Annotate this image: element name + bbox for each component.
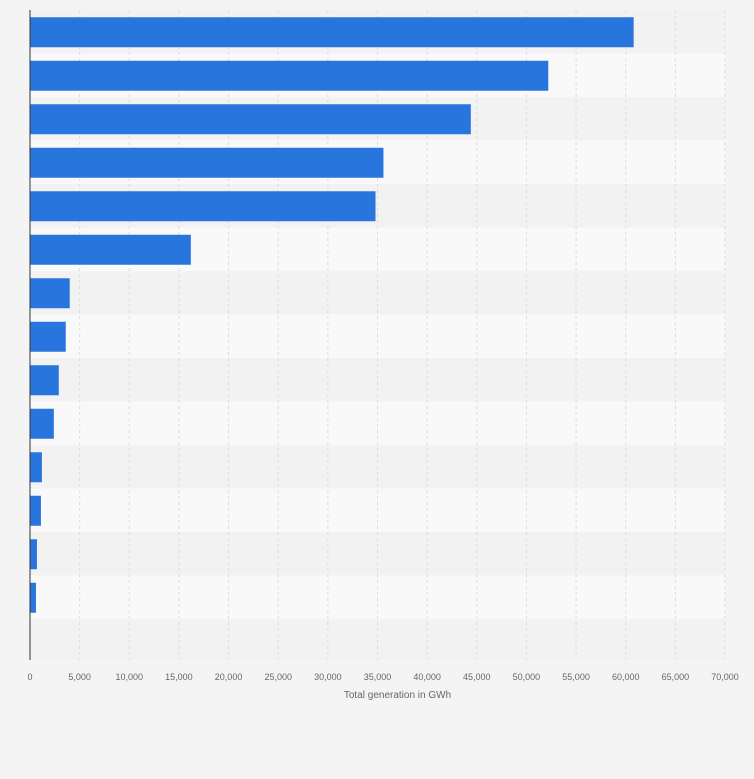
bar[interactable] [30,17,634,48]
bar[interactable] [30,365,59,396]
bar[interactable] [30,278,70,309]
bars [30,17,634,613]
bar[interactable] [30,147,384,178]
x-tick-label: 25,000 [264,672,292,682]
bar[interactable] [30,104,471,135]
x-tick-label: 40,000 [413,672,441,682]
x-tick-label: 70,000 [711,672,739,682]
bar[interactable] [30,408,54,439]
x-tick-label: 5,000 [68,672,91,682]
x-tick-label: 10,000 [116,672,144,682]
bar[interactable] [30,539,37,570]
bar[interactable] [30,452,42,483]
x-tick-label: 20,000 [215,672,243,682]
bar[interactable] [30,495,41,526]
x-tick-label: 60,000 [612,672,640,682]
x-tick-labels: 0 5,000 10,000 15,000 20,000 25,000 30,000 35,0… [27,672,738,682]
x-tick-label: 50,000 [513,672,541,682]
x-tick-label: 65,000 [662,672,690,682]
x-tick-label: 15,000 [165,672,193,682]
x-tick-label: 55,000 [562,672,590,682]
x-axis-title: Total generation in GWh [344,690,451,701]
x-tick-label: 0 [27,672,32,682]
x-tick-label: 30,000 [314,672,342,682]
x-tick-label: 45,000 [463,672,491,682]
x-tick-label: 35,000 [364,672,392,682]
bar[interactable] [30,582,36,613]
bar[interactable] [30,234,191,265]
bar[interactable] [30,191,376,222]
bar[interactable] [30,60,549,91]
bar[interactable] [30,321,66,352]
